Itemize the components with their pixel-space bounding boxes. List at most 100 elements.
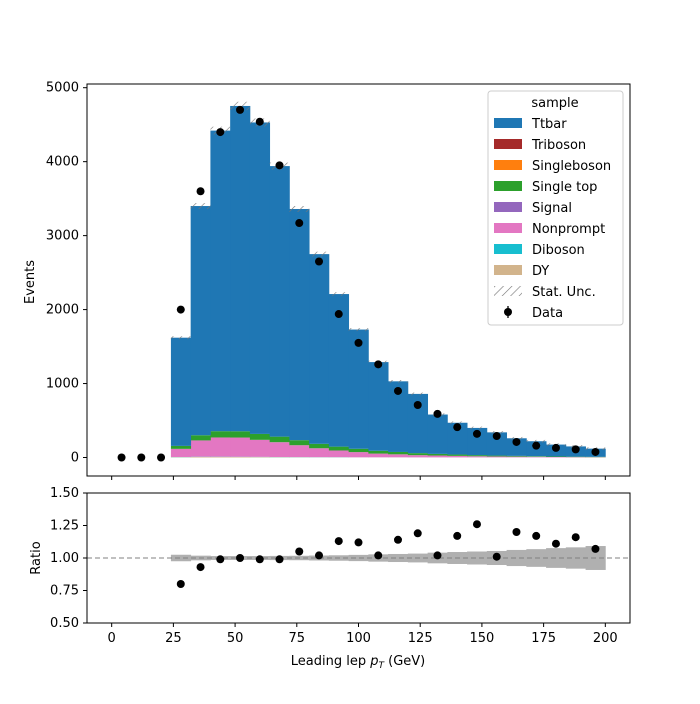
bar-ttbar bbox=[191, 206, 211, 435]
ratio-band-bin bbox=[467, 552, 487, 565]
bar-nonprompt bbox=[270, 442, 290, 457]
bar-single-top bbox=[487, 456, 507, 457]
main-y-tick-label: 0 bbox=[71, 451, 79, 466]
data-point bbox=[295, 219, 303, 227]
bar-single-top bbox=[507, 456, 527, 457]
bar-single-top bbox=[270, 437, 290, 443]
bar-ttbar bbox=[171, 338, 191, 446]
data-point bbox=[512, 438, 520, 446]
ratio-point bbox=[394, 536, 402, 544]
bar-nonprompt bbox=[289, 445, 309, 457]
bar-single-top bbox=[388, 452, 408, 454]
bar-nonprompt bbox=[408, 455, 428, 457]
bar-ttbar bbox=[230, 106, 250, 431]
data-point bbox=[572, 445, 580, 453]
bar-nonprompt bbox=[467, 456, 487, 457]
bar-single-top bbox=[546, 456, 566, 457]
ratio-point bbox=[197, 563, 205, 571]
bar-nonprompt bbox=[250, 440, 270, 457]
main-y-tick-label: 2000 bbox=[46, 303, 79, 318]
stat-unc-hatch-bin bbox=[309, 252, 329, 257]
data-point bbox=[256, 118, 264, 126]
legend-swatch bbox=[494, 244, 522, 254]
ratio-point bbox=[177, 580, 185, 588]
legend-label: Ttbar bbox=[531, 117, 567, 132]
ratio-point bbox=[453, 532, 461, 540]
data-point bbox=[315, 258, 323, 266]
main-y-tick-label: 3000 bbox=[46, 229, 79, 244]
legend-label: DY bbox=[532, 264, 549, 279]
bar-single-top bbox=[428, 454, 448, 456]
data-point bbox=[276, 161, 284, 169]
ratio-point bbox=[355, 538, 363, 546]
bar-nonprompt bbox=[526, 457, 546, 458]
ratio-point bbox=[591, 545, 599, 553]
bar-nonprompt bbox=[388, 454, 408, 457]
legend-label: Single top bbox=[532, 180, 597, 195]
stat-unc-hatch-bin bbox=[171, 336, 191, 339]
bar-single-top bbox=[467, 455, 487, 456]
legend-data-marker bbox=[504, 308, 512, 316]
ratio-x-tick-label: 100 bbox=[346, 631, 371, 646]
bar-nonprompt bbox=[349, 452, 369, 457]
data-point bbox=[493, 432, 501, 440]
bar-nonprompt bbox=[191, 440, 211, 456]
x-axis-label: Leading lep pT (GeV) bbox=[291, 654, 425, 671]
legend-label: Triboson bbox=[531, 138, 586, 153]
data-point bbox=[532, 442, 540, 450]
ratio-y-tick-label: 0.75 bbox=[50, 584, 79, 599]
legend-swatch bbox=[494, 202, 522, 212]
data-point bbox=[355, 339, 363, 347]
data-point bbox=[453, 423, 461, 431]
legend-label: Signal bbox=[532, 201, 572, 216]
ratio-point bbox=[216, 555, 224, 563]
ratio-point bbox=[295, 548, 303, 556]
ratio-y-tick-label: 1.00 bbox=[50, 551, 79, 566]
bar-nonprompt bbox=[171, 449, 191, 457]
bar-nonprompt bbox=[487, 456, 507, 457]
bar-single-top bbox=[408, 453, 428, 455]
legend-label: Nonprompt bbox=[532, 222, 605, 237]
ratio-y-tick-label: 1.50 bbox=[50, 486, 79, 501]
legend-swatch bbox=[494, 181, 522, 191]
bar-ttbar bbox=[428, 415, 448, 454]
legend-hatch-swatch bbox=[494, 286, 522, 296]
data-point bbox=[197, 187, 205, 195]
stat-unc-hatch-bin bbox=[289, 206, 309, 212]
data-point bbox=[414, 401, 422, 409]
bar-single-top bbox=[210, 431, 230, 437]
stat-unc-hatch-bin bbox=[349, 328, 369, 331]
ratio-point bbox=[315, 551, 323, 559]
bar-single-top bbox=[368, 451, 388, 454]
bar-nonprompt bbox=[428, 456, 448, 458]
ratio-point bbox=[414, 529, 422, 537]
ratio-y-tick-label: 1.25 bbox=[50, 519, 79, 534]
ratio-point bbox=[493, 553, 501, 561]
ratio-x-tick-label: 125 bbox=[408, 631, 433, 646]
ratio-x-tick-label: 150 bbox=[469, 631, 494, 646]
legend-swatch bbox=[494, 160, 522, 170]
bar-ttbar bbox=[309, 254, 329, 444]
legend-label: Singleboson bbox=[532, 159, 611, 174]
bar-dy bbox=[210, 457, 230, 458]
legend-label: Data bbox=[532, 306, 563, 321]
legend-title: sample bbox=[531, 96, 578, 111]
legend-swatch bbox=[494, 118, 522, 128]
bar-single-top bbox=[526, 456, 546, 457]
ratio-x-tick-label: 0 bbox=[108, 631, 116, 646]
data-point bbox=[374, 360, 382, 368]
bar-ttbar bbox=[270, 166, 290, 437]
data-point bbox=[236, 106, 244, 114]
legend-swatch bbox=[494, 265, 522, 275]
data-point bbox=[433, 410, 441, 418]
data-point bbox=[552, 444, 560, 452]
data-point bbox=[216, 128, 224, 136]
bar-dy bbox=[191, 457, 211, 458]
data-point bbox=[137, 454, 145, 462]
bar-nonprompt bbox=[447, 456, 467, 457]
data-point bbox=[591, 448, 599, 456]
ratio-point bbox=[532, 532, 540, 540]
ratio-point bbox=[433, 551, 441, 559]
ratio-point bbox=[335, 537, 343, 545]
